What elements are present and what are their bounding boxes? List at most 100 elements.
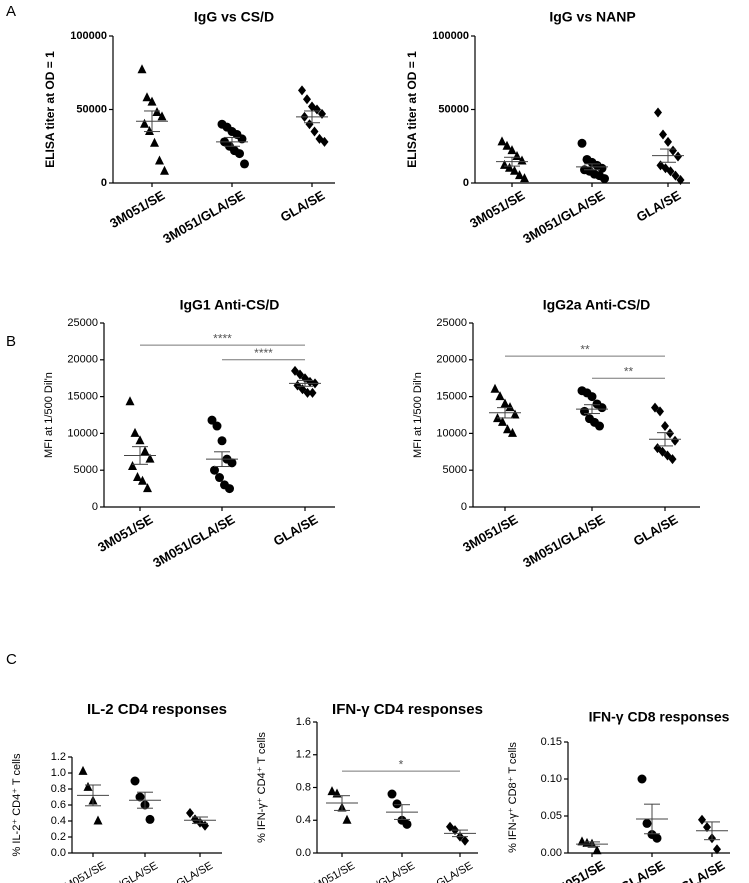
data-point [461,835,469,846]
y-tick-label: 0.0 [296,847,311,859]
data-point [303,94,311,105]
data-point [502,140,512,150]
data-point [713,844,721,855]
y-tick-label: 50000 [438,103,469,115]
data-point [207,415,217,425]
y-tick-label: 0.4 [51,815,66,827]
y-tick-label: 1.6 [296,716,311,728]
data-point [654,107,662,118]
data-point [138,475,147,485]
y-tick-label: 0.10 [541,773,562,785]
significance-label: ** [580,342,590,356]
data-point [227,458,237,468]
data-point [505,162,514,172]
data-point [93,815,103,825]
data-point [210,465,219,475]
y-tick-label: 5000 [74,464,98,476]
data-point [515,170,524,180]
data-point [313,104,321,115]
data-point [597,163,607,173]
data-point [145,453,155,463]
data-point [507,145,517,155]
y-axis-label: MFI at 1/500 Dil'n [412,372,424,458]
data-point [303,387,312,398]
data-point [510,409,520,419]
data-point [587,392,597,402]
data-point [497,136,507,146]
data-point [128,461,137,471]
data-point [510,165,519,175]
data-point [703,822,711,833]
data-point [235,149,244,159]
data-point [387,789,397,799]
data-point [327,786,337,796]
y-axis-label: % IFN-γ⁺ CD8⁺ T cells [507,742,519,853]
data-point [490,383,500,393]
y-tick-label: 1.2 [296,749,311,761]
y-tick-label: 1.0 [51,767,66,779]
data-point [133,472,142,482]
data-point [145,126,154,136]
data-point [298,85,306,96]
data-point [142,92,152,102]
data-point [580,406,589,416]
data-point [130,427,140,437]
data-point [577,138,587,148]
data-point [659,129,667,140]
y-tick-label: 50000 [76,103,107,115]
data-point [155,155,164,165]
data-point [508,427,517,437]
y-tick-label: 0 [461,501,467,513]
chart-title: IFN-γ CD8 responses [589,709,730,725]
data-point [498,416,507,426]
y-tick-label: 0.8 [51,783,66,795]
data-point [500,159,509,169]
chart-title: IgG2a Anti-CS/D [543,297,651,313]
data-point [577,836,587,846]
significance-label: **** [254,346,273,360]
data-point [642,818,652,828]
data-point [669,145,677,156]
data-point [664,136,672,147]
y-tick-label: 0 [101,177,107,189]
data-point [668,454,677,465]
data-point [215,473,224,483]
data-point [240,159,249,169]
data-point [150,137,159,147]
chart-title: IgG1 Anti-CS/D [180,297,280,313]
data-point [676,175,685,186]
data-point [186,808,194,818]
panel-label: A [6,3,16,20]
data-point [237,134,247,144]
data-point [143,483,152,493]
chart-title: IFN-γ CD4 responses [332,701,483,718]
data-point [671,170,680,181]
y-tick-label: 5000 [443,464,467,476]
y-tick-label: 0.8 [296,781,311,793]
chart-title: IL-2 CD4 responses [87,701,227,718]
data-point [135,792,145,802]
data-point [671,435,679,446]
y-tick-label: 20000 [67,354,98,366]
significance-label: **** [213,331,232,345]
y-tick-label: 15000 [67,391,98,403]
data-point [310,126,319,137]
significance-label: ** [624,364,634,378]
data-point [135,435,145,445]
y-tick-label: 20000 [436,354,467,366]
data-point [225,484,234,494]
y-tick-label: 100000 [432,30,469,42]
y-axis-label: MFI at 1/500 Dil'n [43,372,55,458]
data-point [512,151,522,161]
y-tick-label: 0.0 [51,847,66,859]
data-point [392,799,402,809]
data-point [217,436,227,446]
data-point [666,166,675,177]
data-point [656,406,664,417]
y-axis-label: ELISA titer at OD = 1 [43,51,57,168]
data-point [342,814,352,824]
data-point [160,165,169,175]
data-point [495,391,505,401]
data-point [140,446,150,456]
